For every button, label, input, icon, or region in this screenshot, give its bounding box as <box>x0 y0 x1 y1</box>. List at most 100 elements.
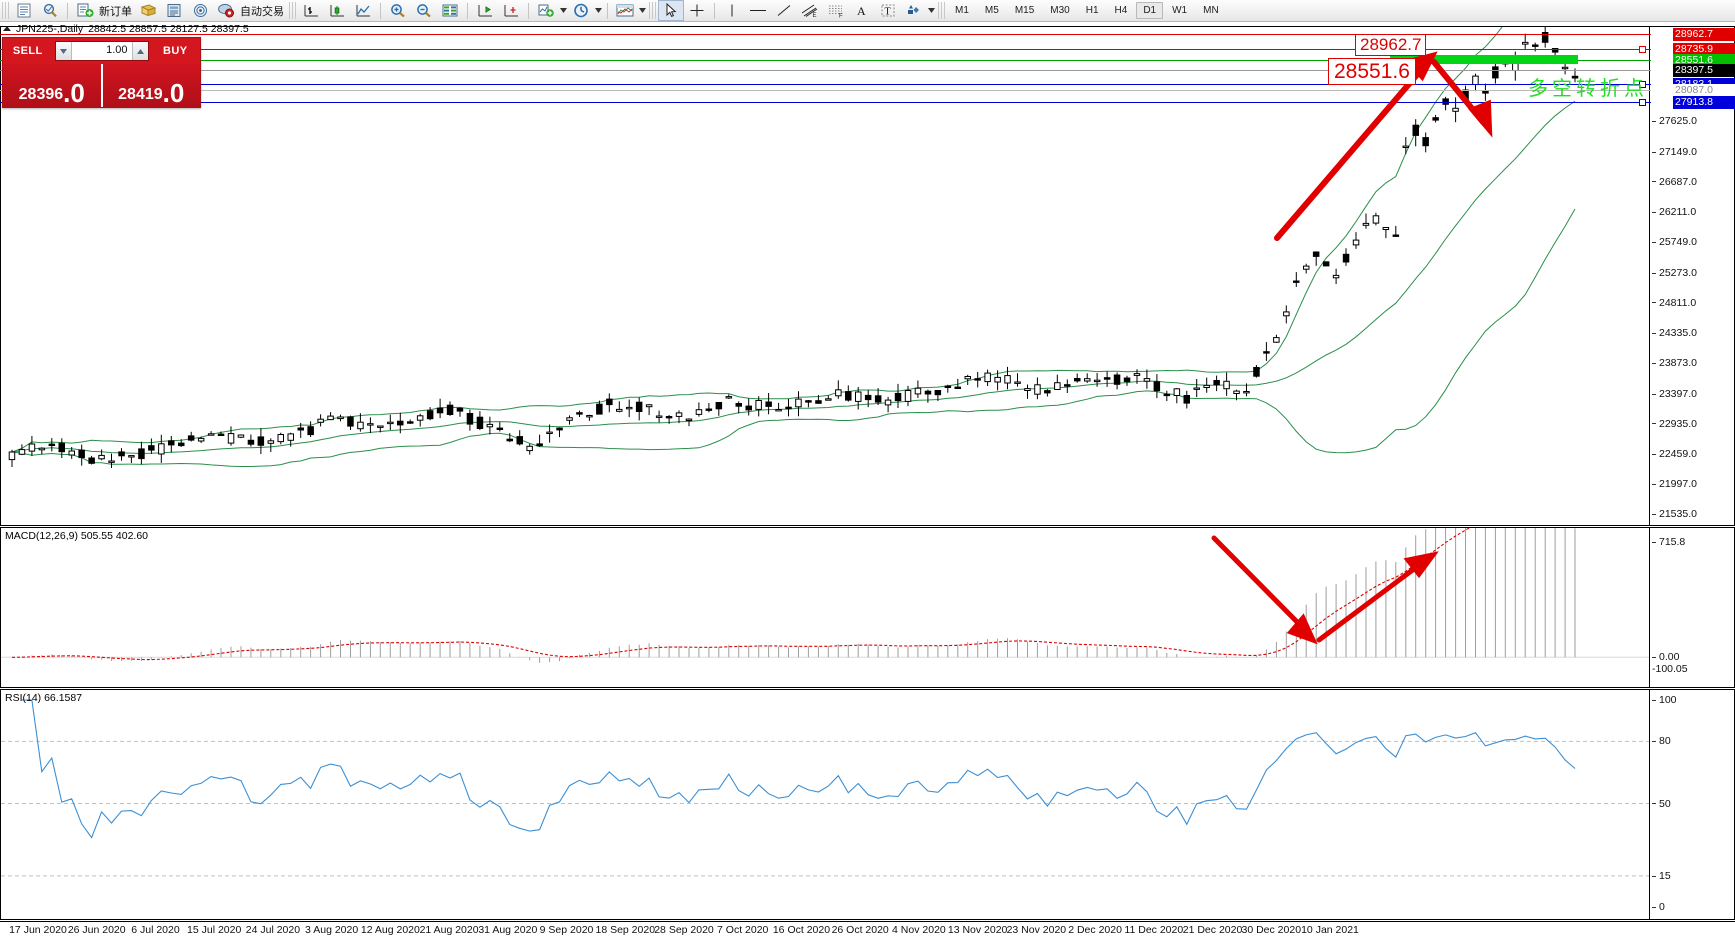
new-order-icon[interactable] <box>72 0 98 21</box>
rsi-scale[interactable]: 100 80 50 15 0 <box>1650 690 1734 919</box>
trade-panel-header: SELL 1.00 BUY <box>3 38 200 64</box>
horizontal-line-icon[interactable] <box>745 0 771 21</box>
level-line-28551.6[interactable] <box>0 60 1651 62</box>
text-object-icon[interactable]: T <box>875 0 901 21</box>
buy-button[interactable]: BUY <box>163 45 188 57</box>
terminal-icon[interactable] <box>11 0 37 21</box>
text-label-icon[interactable]: A <box>849 0 875 21</box>
timeframe-m1[interactable]: M1 <box>955 5 969 16</box>
auto-trading-label[interactable]: 自动交易 <box>240 5 284 18</box>
annotation-pivot-callout[interactable]: 28551.6 <box>1328 58 1416 85</box>
history-icon[interactable] <box>135 0 161 21</box>
toolbar-separator-4 <box>528 2 529 19</box>
level-line-28962.7[interactable] <box>0 33 1651 35</box>
timeframe-group: M1 M5 M15 M30 H1 H4 D1 W1 MN <box>947 2 1227 19</box>
trend-line-icon[interactable] <box>771 0 797 21</box>
shapes-icon[interactable] <box>901 0 927 21</box>
rsi-tick: 50 <box>1652 798 1671 810</box>
macd-scale[interactable]: 715.8 0.00 -100.05 <box>1650 528 1734 687</box>
sell-price[interactable]: 28396 . 0 <box>3 64 103 107</box>
annotation-high-callout[interactable]: 28962.7 <box>1355 34 1427 56</box>
templates-icon[interactable] <box>612 0 638 21</box>
indicator-chevron-down-icon[interactable] <box>559 2 568 19</box>
date-tick: 17 Jun 2020 <box>9 924 67 936</box>
symbol-info-bar: JPN225-,Daily 28842.5 28857.5 28127.5 28… <box>0 22 249 35</box>
toolbar-grip-3[interactable] <box>649 2 656 19</box>
order-marker[interactable] <box>1639 81 1646 89</box>
one-click-trading-panel[interactable]: SELL 1.00 BUY 28396 . 0 28419 . 0 <box>2 37 201 108</box>
buy-price[interactable]: 28419 . 0 <box>102 64 200 108</box>
macd-chart-frame[interactable]: MACD(12,26,9) 505.55 402.60 715.8 0.00 -10… <box>0 527 1735 688</box>
collapse-triangle-icon[interactable] <box>3 26 11 31</box>
date-tick: 21 Dec 2020 <box>1182 924 1243 936</box>
level-line-28735.9[interactable] <box>0 48 1651 50</box>
level-line-28087.0[interactable] <box>0 90 1651 92</box>
shapes-chevron-down-icon[interactable] <box>927 2 936 19</box>
new-order-label[interactable]: 新订单 <box>99 5 132 18</box>
level-line-28183.1[interactable] <box>0 84 1651 86</box>
price-tick: 24335.0 <box>1652 327 1697 339</box>
auto-trading-icon[interactable] <box>213 0 239 21</box>
timeframe-m5[interactable]: M5 <box>984 5 999 16</box>
date-tick: 12 Aug 2020 <box>360 924 420 936</box>
buy-price-separator: . <box>162 77 170 108</box>
cursor-icon[interactable] <box>658 0 684 21</box>
macd-series-svg <box>1 528 1650 663</box>
volume-increase-icon[interactable] <box>131 42 148 60</box>
price-label-28962.7[interactable]: 28962.7 <box>1673 27 1735 41</box>
line-chart-icon[interactable] <box>350 0 376 21</box>
order-marker[interactable] <box>1639 45 1646 53</box>
svg-text:E: E <box>813 13 817 18</box>
price-label-28087.0[interactable]: 28087.0 <box>1673 84 1735 98</box>
level-line-27913.8[interactable] <box>0 101 1651 103</box>
equidistant-channel-icon[interactable]: E <box>797 0 823 21</box>
vertical-line-icon[interactable] <box>719 0 745 21</box>
price-tick: 27625.0 <box>1652 115 1697 127</box>
timeframe-m15[interactable]: M15 <box>1014 5 1035 16</box>
alerts-icon[interactable] <box>187 0 213 21</box>
date-axis[interactable]: 17 Jun 2020 26 Jun 2020 6 Jul 2020 15 Jul 2… <box>0 921 1735 940</box>
toolbar-grip-4[interactable] <box>938 2 945 19</box>
toolbar-separator-3 <box>467 2 468 19</box>
rsi-chart-frame[interactable]: RSI(14) 66.1587 100 80 50 15 0 <box>0 689 1735 920</box>
chart-shift-icon[interactable] <box>472 0 498 21</box>
macd-plot-area[interactable] <box>1 528 1650 687</box>
svg-text:T: T <box>885 7 891 18</box>
data-window-icon[interactable] <box>37 0 63 21</box>
timeframe-m30[interactable]: M30 <box>1050 5 1070 16</box>
timeframe-mn[interactable]: MN <box>1203 5 1219 16</box>
level-line-28397.5[interactable] <box>0 70 1651 72</box>
sell-button[interactable]: SELL <box>12 45 43 57</box>
add-indicator-icon[interactable] <box>533 0 559 21</box>
toolbar-grip[interactable] <box>2 2 9 19</box>
volume-value[interactable]: 1.00 <box>106 44 128 56</box>
timeframe-w1[interactable]: W1 <box>1172 5 1188 16</box>
price-scale[interactable]: 27625.0 27149.0 26687.0 26211.0 25749.0 25273… <box>1650 27 1734 525</box>
news-icon[interactable] <box>161 0 187 21</box>
price-label-28735.9[interactable]: 28735.9 <box>1673 42 1735 56</box>
toolbar-separator <box>67 2 68 19</box>
data-grid-icon[interactable] <box>437 0 463 21</box>
candlestick-chart-icon[interactable] <box>324 0 350 21</box>
price-label-28397.5[interactable]: 28397.5 <box>1673 64 1735 78</box>
rsi-plot-area[interactable] <box>1 690 1650 919</box>
period-chevron-down-icon[interactable] <box>594 2 603 19</box>
zoom-in-icon[interactable] <box>385 0 411 21</box>
auto-scroll-icon[interactable] <box>498 0 524 21</box>
price-label-27913.8[interactable]: 27913.8 <box>1673 95 1735 109</box>
toolbar-grip-2[interactable] <box>289 2 296 19</box>
zoom-out-icon[interactable] <box>411 0 437 21</box>
templates-chevron-down-icon[interactable] <box>638 2 647 19</box>
timeframe-d1[interactable]: D1 <box>1136 2 1164 19</box>
volume-stepper[interactable]: 1.00 <box>54 41 149 61</box>
volume-decrease-icon[interactable] <box>55 42 72 60</box>
price-tick: 22935.0 <box>1652 418 1697 430</box>
price-label-28551.6[interactable]: 28551.6 <box>1673 54 1735 68</box>
timeframe-h4[interactable]: H4 <box>1114 5 1128 16</box>
bar-chart-icon[interactable] <box>298 0 324 21</box>
crosshair-icon[interactable] <box>684 0 710 21</box>
fibonacci-icon[interactable]: F <box>823 0 849 21</box>
period-icon[interactable] <box>568 0 594 21</box>
timeframe-h1[interactable]: H1 <box>1085 5 1099 16</box>
order-marker[interactable] <box>1639 98 1646 106</box>
